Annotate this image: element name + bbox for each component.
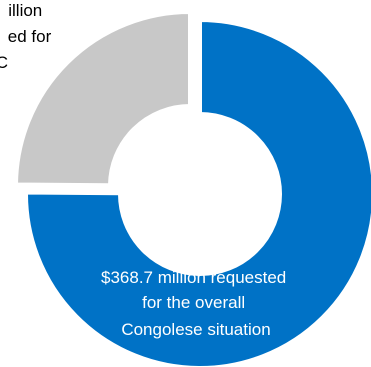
donut-slices xyxy=(13,9,371,367)
label-drc: illion ed for C xyxy=(0,1,56,72)
slice-overall xyxy=(24,17,371,367)
label-overall: $368.7 million requested for the overall… xyxy=(101,268,291,339)
slice-drc xyxy=(13,9,192,188)
